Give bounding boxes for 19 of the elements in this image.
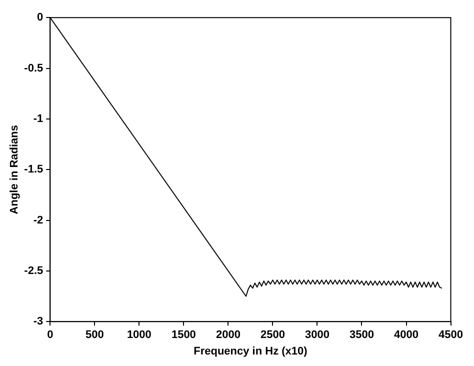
y-tick-label: -0.5 — [24, 62, 44, 74]
x-tick-label: 3000 — [304, 329, 330, 342]
x-tick-label: 4500 — [438, 329, 464, 342]
y-tick-label: 0 — [37, 12, 44, 24]
y-axis-title: Angle in Radians — [8, 124, 21, 214]
x-tick-label: 0 — [47, 329, 54, 342]
x-tick-label: 1000 — [126, 329, 152, 342]
y-tick-label: -1 — [33, 112, 44, 125]
x-axis-title: Frequency in Hz (x10) — [194, 345, 308, 358]
x-tick-label: 3500 — [350, 329, 374, 342]
x-tick-label: 2500 — [260, 329, 285, 342]
x-tick-label: 2000 — [216, 329, 240, 342]
y-tick-label: -3 — [33, 316, 44, 328]
y-tick-label: -1.5 — [24, 164, 44, 176]
x-tick-label: 1500 — [171, 329, 196, 342]
y-tick-label: -2.5 — [24, 264, 44, 277]
y-tick-label: -2 — [33, 214, 44, 226]
x-tick-label: 4000 — [394, 329, 418, 342]
x-tick-label: 500 — [85, 329, 104, 342]
